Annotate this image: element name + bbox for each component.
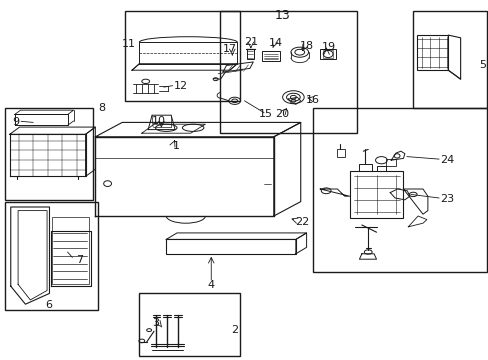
Text: 20: 20	[275, 109, 289, 119]
Bar	[337, 149, 344, 157]
Text: 6: 6	[45, 300, 52, 310]
Bar	[320, 49, 335, 59]
Bar	[220, 11, 356, 133]
Text: 23: 23	[439, 194, 453, 204]
Text: 18: 18	[300, 41, 313, 51]
Text: 13: 13	[274, 9, 289, 22]
Bar	[322, 50, 333, 58]
Bar	[246, 49, 253, 59]
Text: 1: 1	[172, 141, 179, 151]
Bar	[359, 164, 371, 171]
Text: 3: 3	[152, 318, 159, 328]
Bar	[261, 51, 280, 61]
Bar	[124, 11, 239, 101]
Text: 21: 21	[244, 37, 257, 47]
Text: 17: 17	[223, 44, 236, 54]
Text: 24: 24	[439, 155, 453, 165]
Text: 10: 10	[152, 116, 165, 126]
Bar	[52, 217, 89, 284]
Bar	[166, 239, 295, 254]
Text: 19: 19	[322, 42, 335, 52]
Bar	[349, 171, 403, 218]
Bar	[416, 35, 447, 70]
Text: 11: 11	[122, 39, 135, 49]
Text: 4: 4	[207, 280, 214, 291]
Text: 16: 16	[305, 95, 319, 105]
Bar	[386, 159, 395, 166]
Bar	[139, 293, 239, 356]
Text: 8: 8	[98, 103, 105, 113]
Text: 14: 14	[269, 38, 283, 48]
Bar	[5, 108, 93, 200]
Bar	[312, 108, 486, 272]
Text: 15: 15	[259, 109, 272, 120]
Text: 5: 5	[478, 60, 485, 70]
Text: 7: 7	[76, 255, 83, 265]
Bar	[412, 11, 486, 108]
Text: 9: 9	[12, 117, 20, 127]
Text: 12: 12	[173, 81, 187, 91]
Text: 22: 22	[294, 217, 309, 228]
Bar	[376, 166, 386, 171]
Bar	[5, 202, 98, 310]
Text: 2: 2	[230, 325, 238, 336]
